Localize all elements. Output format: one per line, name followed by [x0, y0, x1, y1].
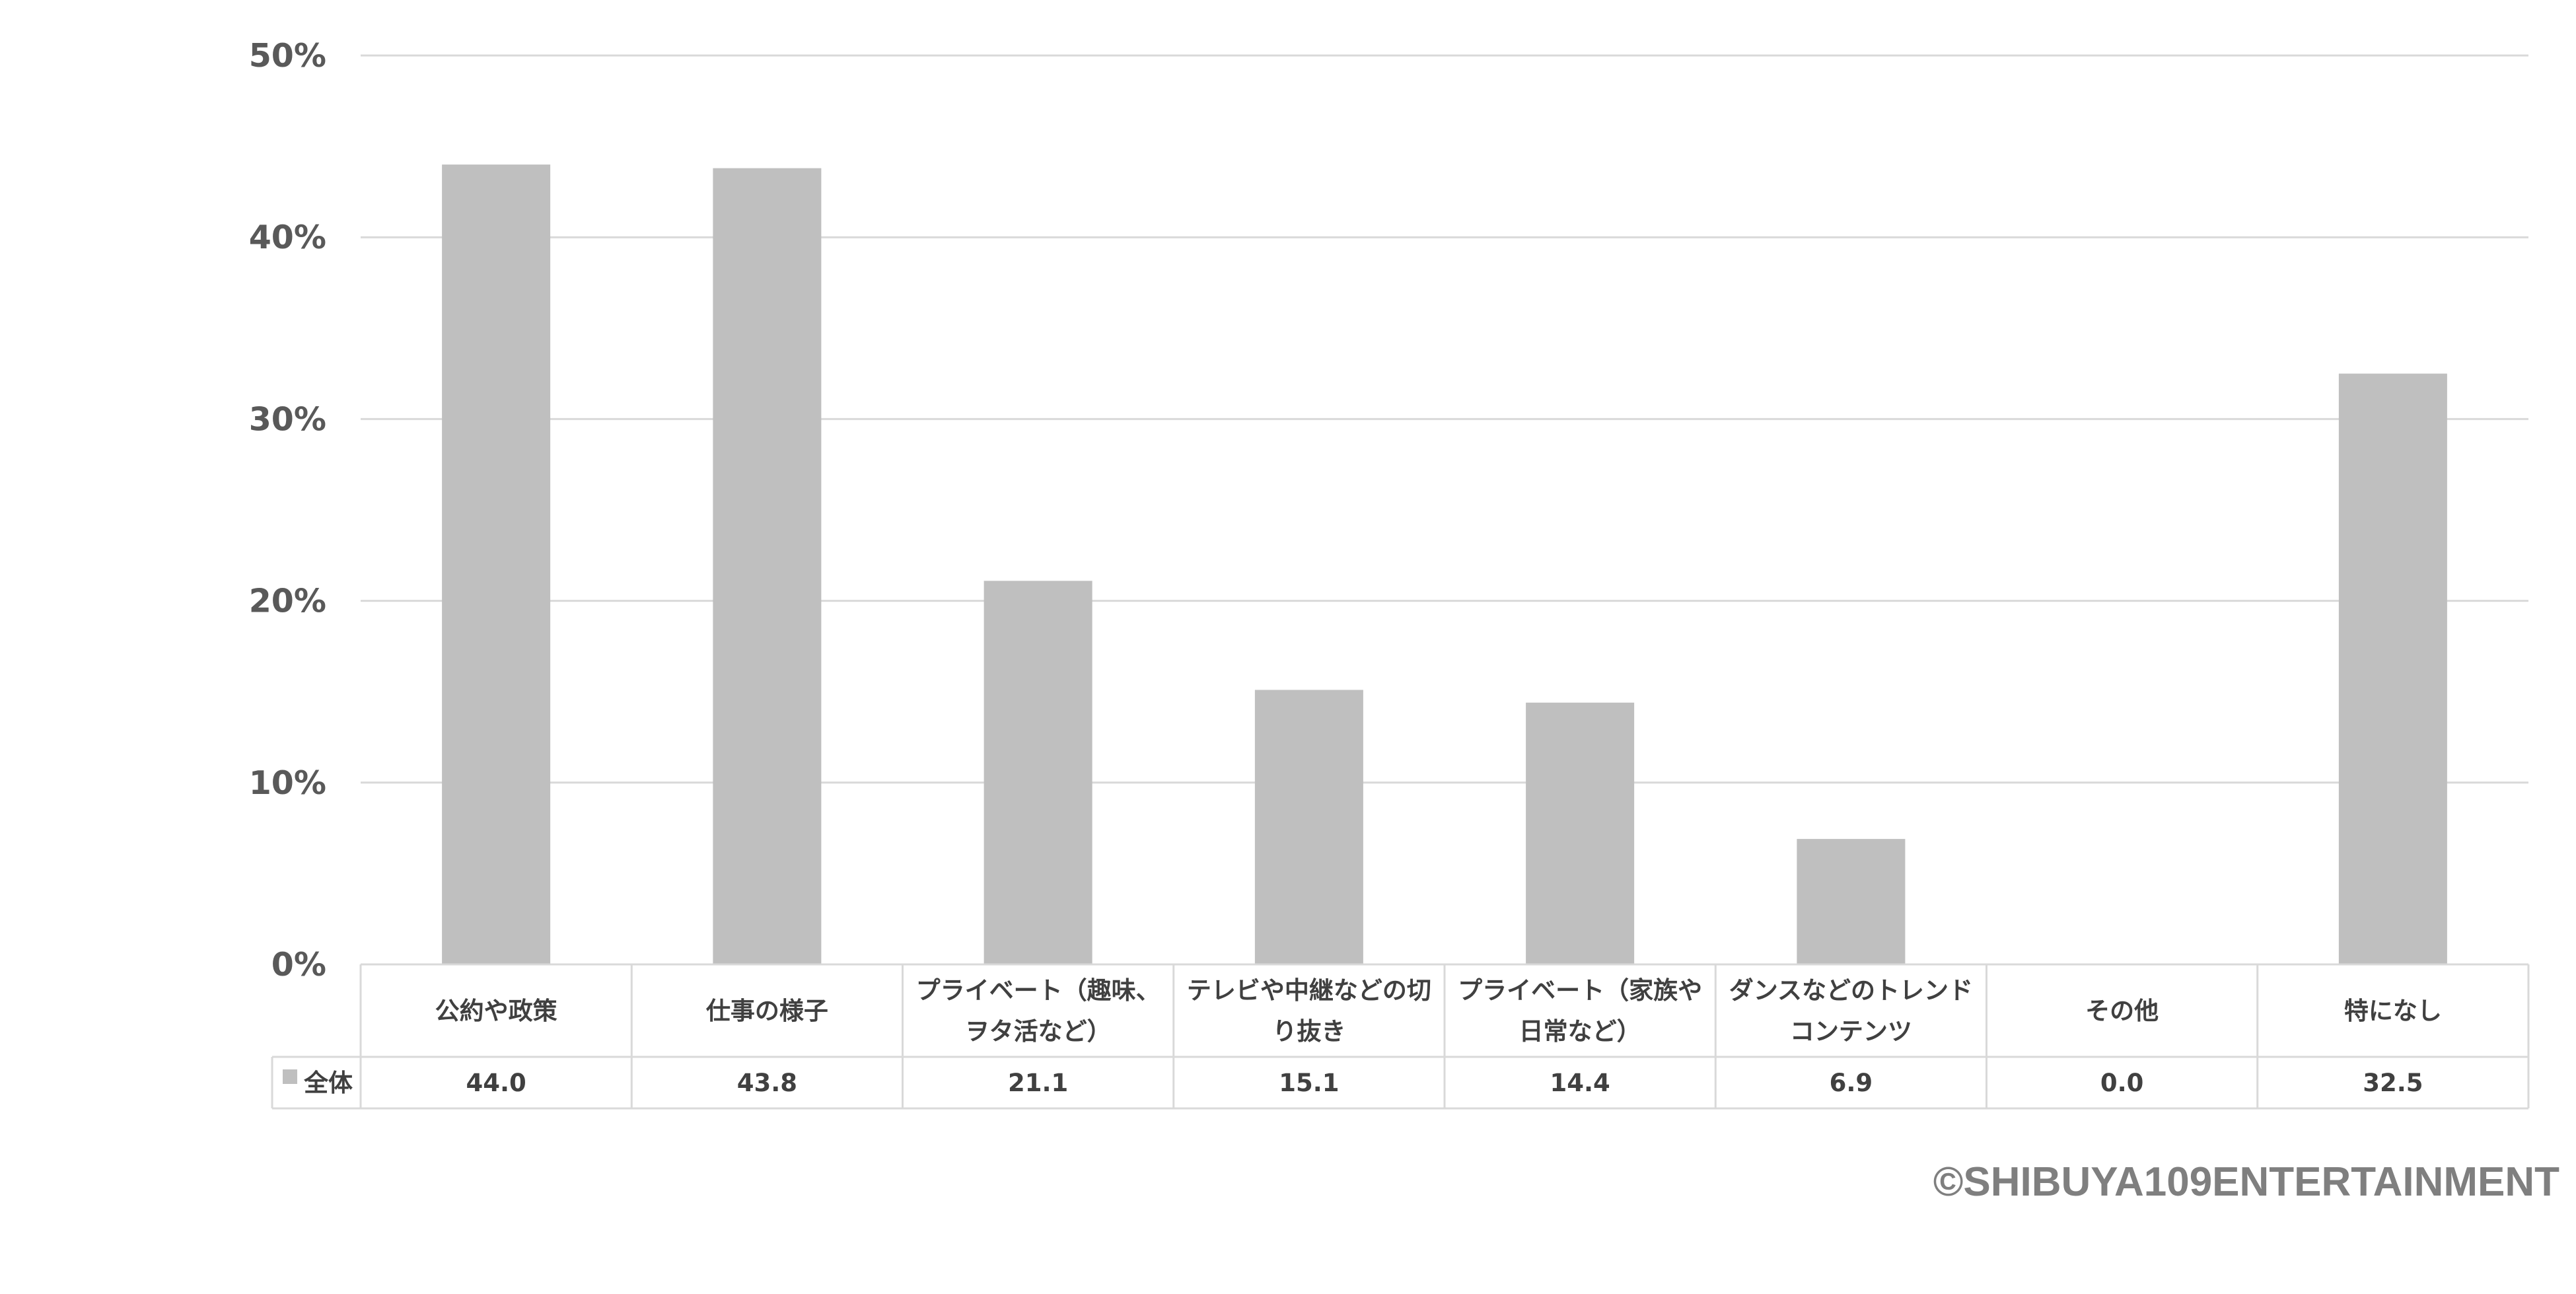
category-label: コンテンツ	[1790, 1017, 1912, 1046]
copyright-text: ©SHIBUYA109ENTERTAINMENT	[1933, 1159, 2559, 1205]
category-label: 仕事の様子	[706, 997, 828, 1025]
value-label: 0.0	[2100, 1069, 2144, 1097]
category-label: テレビや中継などの切	[1187, 976, 1431, 1005]
bar	[1526, 702, 1635, 964]
bar	[984, 581, 1092, 964]
value-label: 21.1	[1008, 1069, 1068, 1097]
bars	[442, 164, 2447, 964]
y-tick-label: 0%	[271, 946, 326, 984]
gridlines	[361, 54, 2528, 784]
category-label: 日常など）	[1519, 1017, 1641, 1046]
bar	[2338, 373, 2447, 964]
bar	[713, 168, 822, 964]
y-tick-label: 10%	[249, 764, 326, 802]
category-label: 特になし	[2344, 997, 2442, 1025]
category-label: ダンスなどのトレンド	[1729, 976, 1973, 1005]
y-tick-label: 40%	[249, 219, 326, 256]
value-label: 14.4	[1550, 1069, 1610, 1097]
value-label: 43.8	[737, 1069, 797, 1097]
bar	[442, 164, 551, 964]
y-tick-label: 30%	[249, 400, 326, 438]
value-label: 32.5	[2363, 1069, 2423, 1097]
category-label: プライベート（趣味、	[916, 976, 1161, 1005]
category-label: り抜き	[1272, 1017, 1345, 1046]
category-label: プライベート（家族や	[1458, 976, 1702, 1005]
value-label: 6.9	[1830, 1069, 1873, 1097]
bar	[1254, 690, 1363, 964]
category-label: 公約や政策	[435, 997, 557, 1025]
y-tick-label: 50%	[249, 37, 326, 75]
legend-label: 全体	[303, 1069, 353, 1097]
value-label: 15.1	[1279, 1069, 1339, 1097]
value-label: 44.0	[466, 1069, 526, 1097]
bar	[1797, 839, 1906, 964]
y-tick-label: 20%	[249, 583, 326, 620]
category-label: その他	[2085, 997, 2159, 1025]
y-axis-ticks: 0% 10% 20% 30% 40% 50%	[249, 37, 326, 984]
legend-swatch	[283, 1069, 297, 1084]
category-label: ヲタ活など）	[965, 1017, 1112, 1046]
